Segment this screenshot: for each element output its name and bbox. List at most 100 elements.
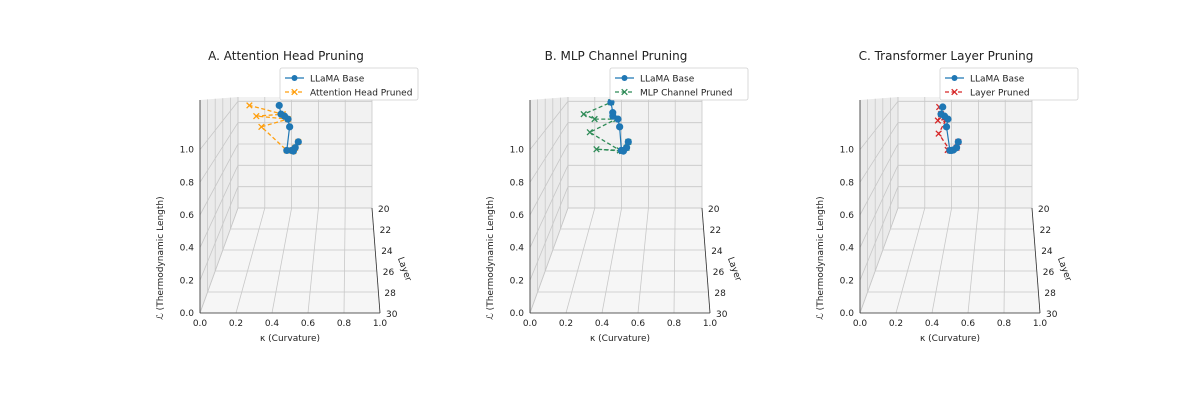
z-gridline xyxy=(859,143,1032,216)
data-point xyxy=(586,128,594,136)
kappa-tick-label: 0.8 xyxy=(667,319,682,329)
legend-label-0: LLaMA Base xyxy=(640,75,695,85)
back-pane xyxy=(898,97,1032,208)
data-point xyxy=(935,130,942,137)
data-point xyxy=(609,109,617,117)
data-point xyxy=(616,123,624,131)
back-pane xyxy=(568,97,702,208)
kappa-tick-label: 0.8 xyxy=(337,319,352,329)
chart-panel-2: 0.0 0.2 0.4 0.6 0.8 1.0 20 22 24 26 28 30 0.0 0.2 0.4 0… xyxy=(486,49,749,344)
z-gridline xyxy=(529,164,702,248)
kappa-tick-label: 0.2 xyxy=(559,319,573,329)
legend-marker-1 xyxy=(621,88,628,96)
data-point xyxy=(258,123,265,131)
kappa-tick-label: 1.0 xyxy=(1033,319,1048,329)
layer-tick-label: 26 xyxy=(713,268,725,278)
z-tick-label: 0.4 xyxy=(180,244,195,254)
z-tick-label: 0.2 xyxy=(180,276,194,286)
kappa-axis-title: κ (Curvature) xyxy=(920,334,980,344)
z-gridline xyxy=(199,143,372,216)
data-point xyxy=(939,103,947,111)
kappa-axis-title: κ (Curvature) xyxy=(260,334,320,344)
legend-marker-1 xyxy=(291,88,298,96)
data-point xyxy=(275,101,283,110)
z-gridline xyxy=(199,207,372,314)
side-pane xyxy=(860,97,898,313)
kappa-tick-label: 0.4 xyxy=(595,319,610,329)
back-pane xyxy=(238,97,372,208)
z-tick-label: 0.0 xyxy=(510,309,525,319)
data-point xyxy=(294,138,302,146)
legend: LLaMA Base Layer Pruned xyxy=(939,67,1079,101)
z-gridline xyxy=(859,207,1032,314)
z-gridline xyxy=(529,207,702,314)
z-axis-title: ℒ (Thermodynamic Length) xyxy=(486,196,496,319)
z-gridline xyxy=(859,100,1032,150)
layer-tick-label: 20 xyxy=(708,205,720,215)
layer-tick-label: 28 xyxy=(384,289,396,299)
data-point xyxy=(954,138,962,146)
chart-title: B. MLP Channel Pruning xyxy=(545,49,688,63)
kappa-tick-label: 0.8 xyxy=(997,319,1012,329)
layer-axis-line xyxy=(701,207,711,314)
kappa-tick-label: 1.0 xyxy=(373,319,388,329)
chart-panel-1: 0.0 0.2 0.4 0.6 0.8 1.0 20 22 24 26 28 30 0.0 0.2 0.4 0… xyxy=(156,49,419,344)
data-point xyxy=(286,123,294,131)
kappa-tick-label: 1.0 xyxy=(703,319,718,329)
z-tick-label: 0.8 xyxy=(180,178,195,188)
data-point xyxy=(593,145,600,153)
layer-tick-label: 28 xyxy=(1044,289,1056,299)
legend-marker-0 xyxy=(621,75,628,81)
layer-tick-label: 22 xyxy=(710,226,721,236)
floor-pane xyxy=(200,208,380,313)
side-pane xyxy=(530,97,568,313)
data-point xyxy=(937,110,945,118)
layer-tick-label: 26 xyxy=(1043,268,1055,278)
kappa-tick-label: 0.2 xyxy=(229,319,243,329)
z-tick-label: 1.0 xyxy=(510,146,525,156)
z-tick-label: 0.6 xyxy=(510,211,525,221)
legend-marker-0 xyxy=(951,75,958,81)
z-gridline xyxy=(529,122,702,183)
kappa-tick-label: 0.0 xyxy=(193,319,208,329)
kappa-tick-label: 0.6 xyxy=(631,319,646,329)
legend: LLaMA Base Attention Head Pruned xyxy=(279,67,419,101)
data-point xyxy=(277,110,285,118)
z-gridline xyxy=(859,122,1032,183)
legend-label-1: Layer Pruned xyxy=(970,89,1030,99)
kappa-tick-label: 0.6 xyxy=(301,319,316,329)
legend-label-0: LLaMA Base xyxy=(970,75,1025,85)
z-tick-label: 0.6 xyxy=(840,211,855,221)
z-gridline xyxy=(859,164,1032,248)
z-gridline xyxy=(199,122,372,183)
z-tick-label: 0.8 xyxy=(840,178,855,188)
legend-frame xyxy=(609,67,749,101)
z-axis-title: ℒ (Thermodynamic Length) xyxy=(156,196,166,319)
floor-pane xyxy=(530,208,710,313)
z-gridline xyxy=(529,186,702,281)
legend-label-1: MLP Channel Pruned xyxy=(640,89,733,99)
side-pane xyxy=(200,97,238,313)
legend: LLaMA Base MLP Channel Pruned xyxy=(609,67,749,101)
data-point xyxy=(283,146,291,155)
data-point xyxy=(591,115,598,123)
layer-axis-title: Layer xyxy=(1055,256,1073,283)
chart-panel-3: 0.0 0.2 0.4 0.6 0.8 1.0 20 22 24 26 28 30 0.0 0.2 0.4 0… xyxy=(816,49,1079,344)
data-point xyxy=(624,138,632,146)
layer-tick-label: 20 xyxy=(378,205,390,215)
layer-tick-label: 20 xyxy=(1038,205,1050,215)
kappa-tick-label: 0.4 xyxy=(265,319,280,329)
legend-marker-1 xyxy=(951,88,958,96)
z-tick-label: 0.8 xyxy=(510,178,525,188)
z-tick-label: 0.4 xyxy=(510,244,525,254)
data-point xyxy=(946,146,954,155)
legend-label-1: Attention Head Pruned xyxy=(310,89,412,99)
z-gridline xyxy=(199,186,372,281)
z-tick-label: 0.2 xyxy=(510,276,524,286)
z-gridline xyxy=(199,100,372,150)
kappa-tick-label: 0.4 xyxy=(925,319,940,329)
chart-title: A. Attention Head Pruning xyxy=(208,49,364,63)
z-tick-label: 0.4 xyxy=(840,244,855,254)
z-tick-label: 1.0 xyxy=(180,146,195,156)
data-point xyxy=(617,146,625,155)
